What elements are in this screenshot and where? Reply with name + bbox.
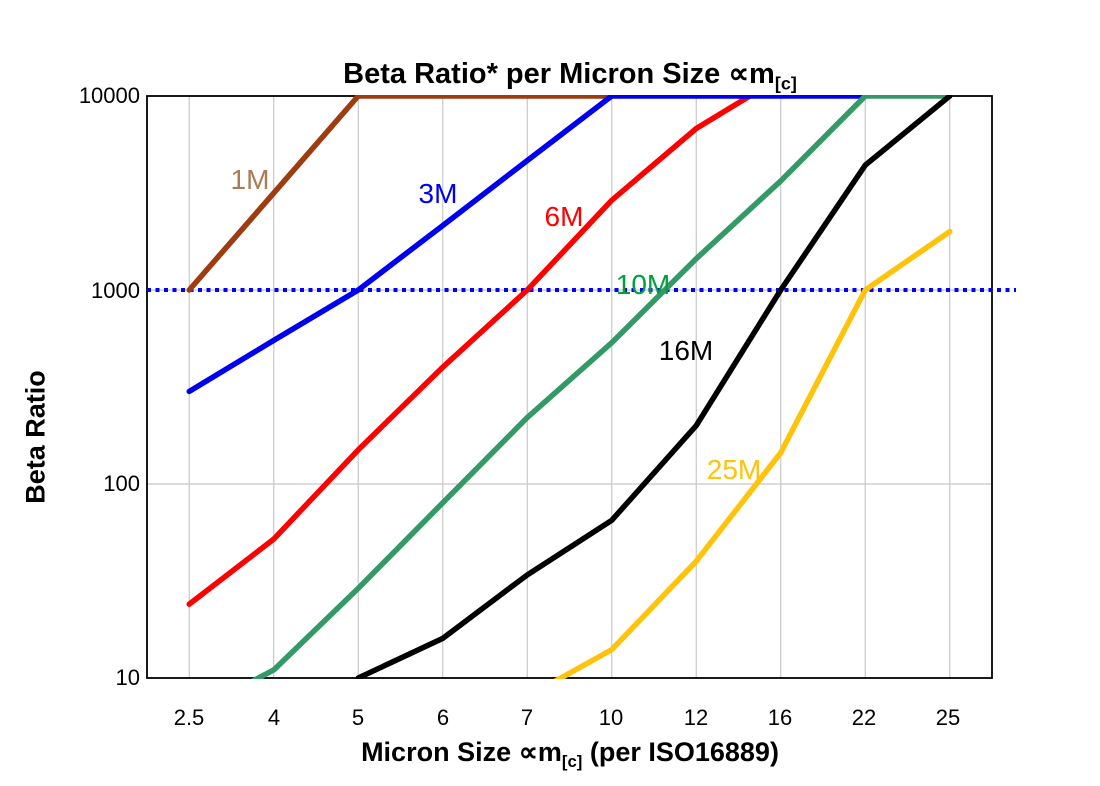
series-label-16M: 16M: [658, 335, 714, 366]
series-label-1M: 1M: [230, 164, 270, 195]
chart-title-subscript: [c]: [774, 73, 797, 94]
series-line-16M: [355, 95, 953, 679]
x-axis-title-prefix: Micron Size: [361, 737, 519, 767]
x-tick-22: 22: [851, 705, 877, 730]
series-group: [186, 95, 953, 679]
series-label-10M: 10M: [615, 269, 671, 300]
x-tick-2p5: 2.5: [173, 705, 205, 730]
x-tick-5: 5: [351, 705, 365, 730]
y-tick-10: 10: [115, 665, 140, 690]
x-tick-4: 4: [267, 705, 281, 730]
x-tick-10: 10: [598, 705, 624, 730]
x-axis-title-suffix: (per ISO16889): [582, 737, 779, 767]
y-tick-1000: 1000: [91, 278, 140, 303]
x-tick-7: 7: [520, 705, 534, 730]
series-line-1M: [186, 95, 615, 293]
series-line-3M: [186, 95, 868, 395]
series-label-3M: 3M: [418, 178, 458, 209]
y-tick-100: 100: [103, 471, 140, 496]
chart-title-main: Beta Ratio* per Micron Size: [343, 58, 729, 90]
series-label-25M: 25M: [706, 454, 762, 485]
series-label-6M: 6M: [544, 201, 584, 232]
chart-title: Beta Ratio* per Micron Size ∝m[c]: [40, 56, 1100, 94]
x-axis-title: Micron Size ∝m[c] (per ISO16889): [40, 737, 1100, 772]
x-tick-16: 16: [767, 705, 793, 730]
x-axis-title-symbol: ∝m: [518, 737, 562, 767]
x-tick-6: 6: [436, 705, 450, 730]
series-line-10M: [250, 95, 953, 679]
x-axis-title-subscript: [c]: [561, 751, 583, 771]
series-line-6M: [186, 95, 757, 607]
series-line-25M: [553, 228, 953, 679]
y-tick-10000: 10000: [78, 83, 140, 108]
x-tick-25: 25: [935, 705, 961, 730]
x-tick-12: 12: [683, 705, 709, 730]
chart-title-symbol: ∝m: [728, 58, 775, 90]
